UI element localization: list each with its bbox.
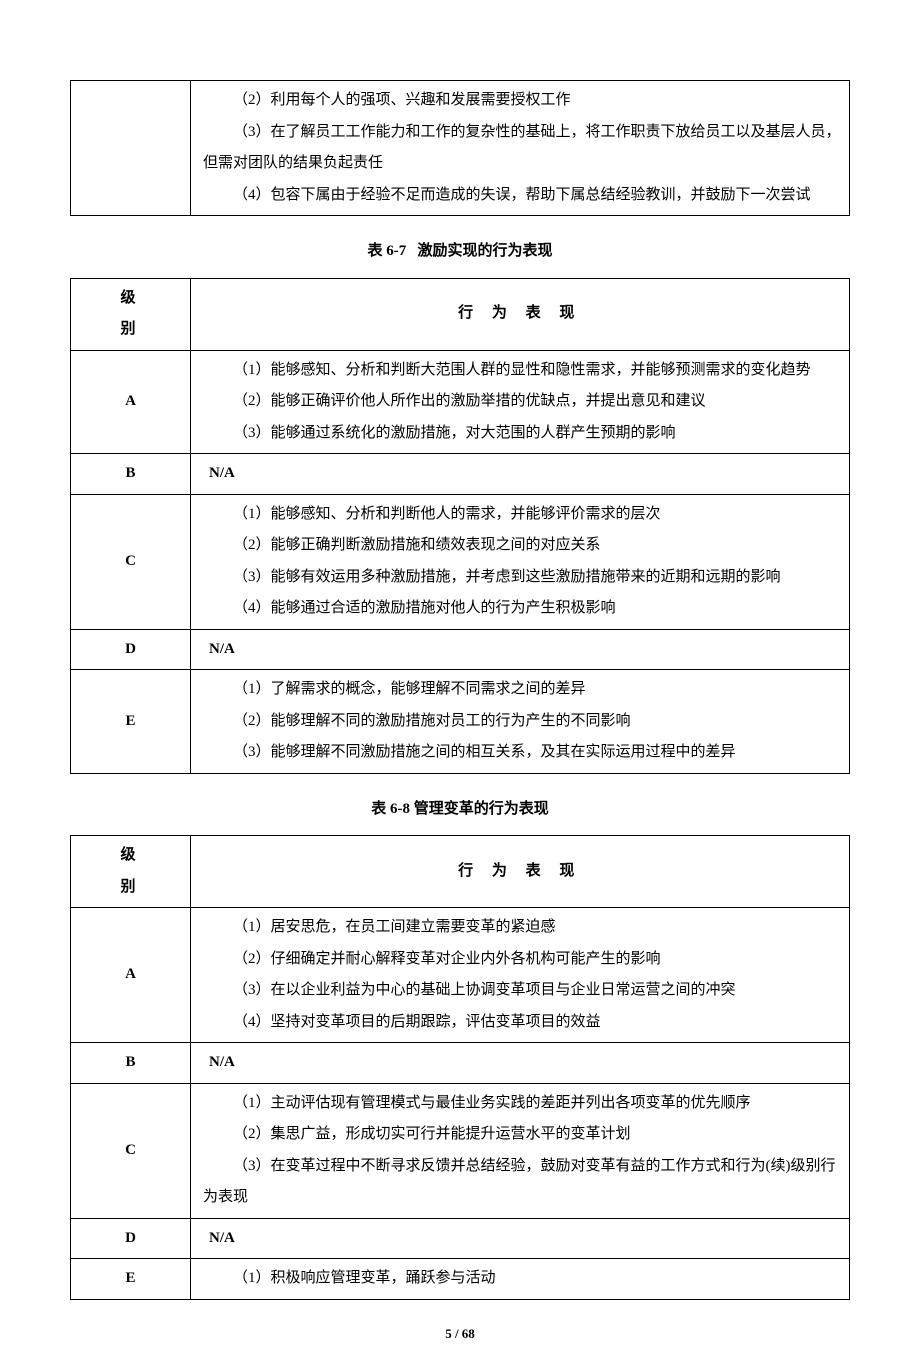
desc-item: （3）能够理解不同激励措施之间的相互关系，及其在实际运用过程中的差异 [203, 737, 841, 769]
desc-item: （1）能够感知、分析和判断他人的需求，并能够评价需求的层次 [203, 499, 841, 531]
level-cell: B [71, 1043, 191, 1084]
desc-item: （4）包容下属由于经验不足而造成的失误，帮助下属总结经验教训，并鼓励下一次尝试 [203, 180, 841, 212]
table-row: A （1）能够感知、分析和判断大范围人群的显性和隐性需求，并能够预测需求的变化趋… [71, 350, 850, 454]
na-cell: N/A [191, 1218, 850, 1259]
level-cell: D [71, 1218, 191, 1259]
desc-item: （2）能够正确判断激励措施和绩效表现之间的对应关系 [203, 530, 841, 562]
desc-cell: （1）主动评估现有管理模式与最佳业务实践的差距并列出各项变革的优先顺序 （2）集… [191, 1083, 850, 1218]
level-cell: C [71, 494, 191, 629]
desc-item: （2）能够理解不同的激励措施对员工的行为产生的不同影响 [203, 706, 841, 738]
table-row: D N/A [71, 629, 850, 670]
desc-item: （2）利用每个人的强项、兴趣和发展需要授权工作 [203, 85, 841, 117]
desc-item: （1）能够感知、分析和判断大范围人群的显性和隐性需求，并能够预测需求的变化趋势 [203, 355, 841, 387]
table-68: 级别 行 为 表 现 A （1）居安思危，在员工间建立需要变革的紧迫感 （2）仔… [70, 835, 850, 1300]
table-row: B N/A [71, 454, 850, 495]
desc-item: （1）了解需求的概念，能够理解不同需求之间的差异 [203, 674, 841, 706]
table-row: E （1）积极响应管理变革，踊跃参与活动 [71, 1259, 850, 1300]
table-67: 级别 行 为 表 现 A （1）能够感知、分析和判断大范围人群的显性和隐性需求，… [70, 278, 850, 774]
caption-prefix: 表 [371, 801, 386, 817]
desc-item: （4）坚持对变革项目的后期跟踪，评估变革项目的效益 [203, 1007, 841, 1039]
level-cell: A [71, 908, 191, 1043]
desc-item: （3）在变革过程中不断寻求反馈并总结经验，鼓励对变革有益的工作方式和行为(续)级… [203, 1151, 841, 1214]
level-cell: B [71, 454, 191, 495]
desc-item: （2）仔细确定并耐心解释变革对企业内外各机构可能产生的影响 [203, 944, 841, 976]
desc-item: （3）在了解员工工作能力和工作的复杂性的基础上，将工作职责下放给员工以及基层人员… [203, 117, 841, 180]
table-header-row: 级别 行 为 表 现 [71, 278, 850, 350]
table-header-row: 级别 行 为 表 现 [71, 836, 850, 908]
header-desc: 行 为 表 现 [191, 836, 850, 908]
desc-item: （2）集思广益，形成切实可行并能提升运营水平的变革计划 [203, 1119, 841, 1151]
desc-cell: （1）能够感知、分析和判断大范围人群的显性和隐性需求，并能够预测需求的变化趋势 … [191, 350, 850, 454]
desc-item: （1）居安思危，在员工间建立需要变革的紧迫感 [203, 912, 841, 944]
desc-item: （3）能够通过系统化的激励措施，对大范围的人群产生预期的影响 [203, 418, 841, 450]
level-cell-blank [71, 81, 191, 216]
header-level: 级别 [71, 836, 191, 908]
desc-item: （1）主动评估现有管理模式与最佳业务实践的差距并列出各项变革的优先顺序 [203, 1088, 841, 1120]
table-row: E （1）了解需求的概念，能够理解不同需求之间的差异 （2）能够理解不同的激励措… [71, 670, 850, 774]
caption-title: 管理变革的行为表现 [414, 801, 549, 817]
page-footer: 5 / 68 [70, 1320, 850, 1347]
caption-prefix: 表 [367, 243, 382, 259]
desc-item: （2）能够正确评价他人所作出的激励举措的优缺点，并提出意见和建议 [203, 386, 841, 418]
table-caption-68: 表 6-8 管理变革的行为表现 [70, 794, 850, 826]
desc-cell: （2）利用每个人的强项、兴趣和发展需要授权工作 （3）在了解员工工作能力和工作的… [191, 81, 850, 216]
header-desc: 行 为 表 现 [191, 278, 850, 350]
desc-cell: （1）了解需求的概念，能够理解不同需求之间的差异 （2）能够理解不同的激励措施对… [191, 670, 850, 774]
level-cell: A [71, 350, 191, 454]
level-cell: C [71, 1083, 191, 1218]
table-row: D N/A [71, 1218, 850, 1259]
desc-item: （3）能够有效运用多种激励措施，并考虑到这些激励措施带来的近期和远期的影响 [203, 562, 841, 594]
table-continuation: （2）利用每个人的强项、兴趣和发展需要授权工作 （3）在了解员工工作能力和工作的… [70, 80, 850, 216]
table-row: B N/A [71, 1043, 850, 1084]
table-row: C （1）主动评估现有管理模式与最佳业务实践的差距并列出各项变革的优先顺序 （2… [71, 1083, 850, 1218]
na-cell: N/A [191, 454, 850, 495]
na-cell: N/A [191, 629, 850, 670]
desc-item: （1）积极响应管理变革，踊跃参与活动 [203, 1263, 841, 1295]
desc-cell: （1）居安思危，在员工间建立需要变革的紧迫感 （2）仔细确定并耐心解释变革对企业… [191, 908, 850, 1043]
level-cell: D [71, 629, 191, 670]
desc-cell: （1）能够感知、分析和判断他人的需求，并能够评价需求的层次 （2）能够正确判断激… [191, 494, 850, 629]
header-level: 级别 [71, 278, 191, 350]
desc-cell: （1）积极响应管理变革，踊跃参与活动 [191, 1259, 850, 1300]
desc-item: （3）在以企业利益为中心的基础上协调变革项目与企业日常运营之间的冲突 [203, 975, 841, 1007]
table-caption-67: 表 6-7 激励实现的行为表现 [70, 236, 850, 268]
level-cell: E [71, 1259, 191, 1300]
level-cell: E [71, 670, 191, 774]
desc-item: （4）能够通过合适的激励措施对他人的行为产生积极影响 [203, 593, 841, 625]
caption-num: 6-8 [390, 801, 410, 817]
table-row: （2）利用每个人的强项、兴趣和发展需要授权工作 （3）在了解员工工作能力和工作的… [71, 81, 850, 216]
na-cell: N/A [191, 1043, 850, 1084]
caption-num: 6-7 [386, 243, 406, 259]
caption-title: 激励实现的行为表现 [418, 243, 553, 259]
table-row: C （1）能够感知、分析和判断他人的需求，并能够评价需求的层次 （2）能够正确判… [71, 494, 850, 629]
table-row: A （1）居安思危，在员工间建立需要变革的紧迫感 （2）仔细确定并耐心解释变革对… [71, 908, 850, 1043]
